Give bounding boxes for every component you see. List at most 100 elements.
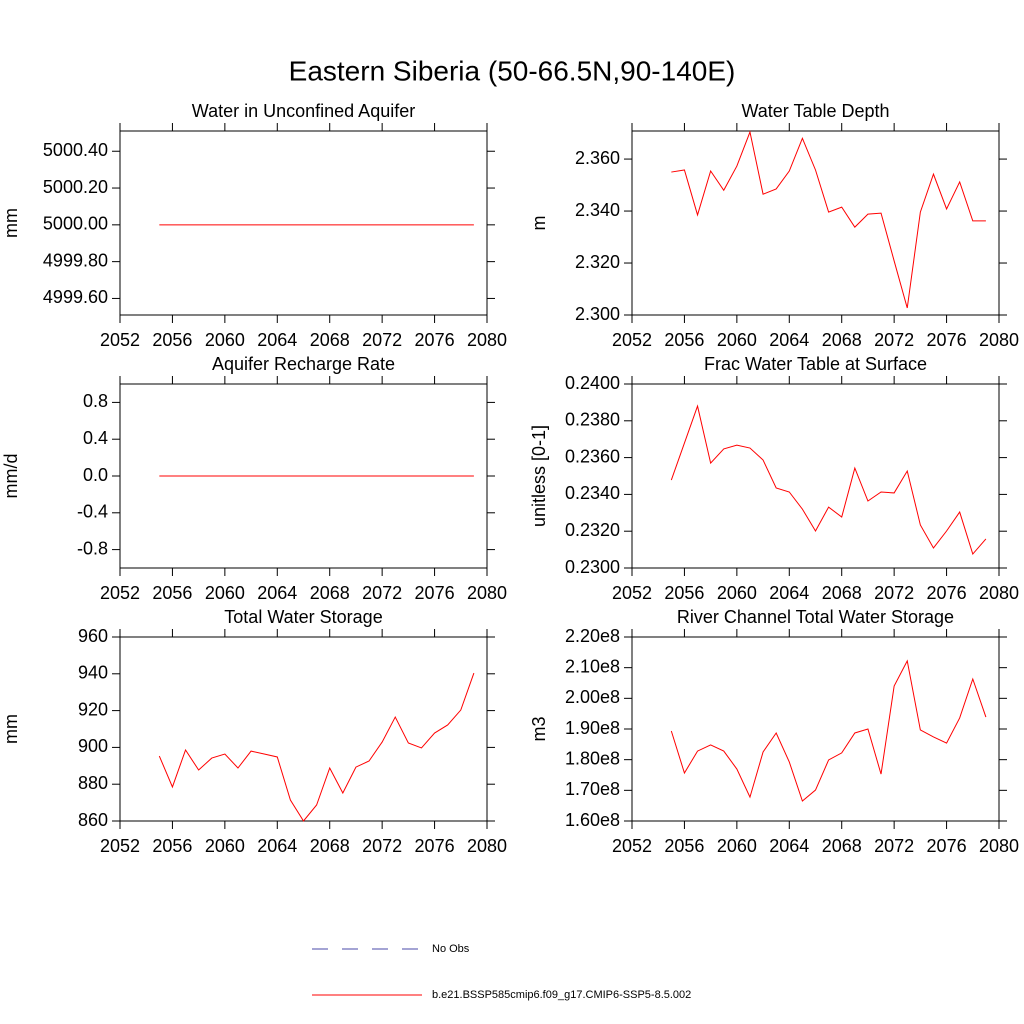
y-tick-label: 2.20e8 — [565, 626, 620, 646]
x-tick-label: 2072 — [362, 583, 402, 603]
y-tick-label: 920 — [78, 699, 108, 719]
x-tick-label: 2056 — [664, 330, 704, 350]
x-tick-label: 2072 — [874, 583, 914, 603]
x-tick-label: 2072 — [874, 836, 914, 856]
x-tick-label: 2080 — [467, 330, 507, 350]
plot-frame — [631, 383, 1000, 569]
y-tick-label: 0.0 — [83, 465, 108, 485]
y-tick-label: 4999.60 — [43, 287, 108, 307]
y-tick-label: 1.80e8 — [565, 748, 620, 768]
data-line — [670, 404, 987, 556]
x-tick-label: 2056 — [152, 583, 192, 603]
x-tick-label: 2076 — [927, 330, 967, 350]
x-tick-label: 2072 — [362, 836, 402, 856]
chart-title: Water in Unconfined Aquifer — [192, 101, 415, 121]
y-tick-label: 2.320 — [575, 252, 620, 272]
x-tick-label: 2056 — [152, 836, 192, 856]
y-tick-label: 940 — [78, 663, 108, 683]
x-tick-label: 2064 — [257, 836, 297, 856]
x-tick-label: 2064 — [257, 583, 297, 603]
x-tick-label: 2076 — [415, 583, 455, 603]
y-axis-label: unitless [0-1] — [529, 425, 549, 527]
y-tick-label: 2.300 — [575, 304, 620, 324]
x-tick-label: 2064 — [257, 330, 297, 350]
x-tick-label: 2080 — [467, 583, 507, 603]
x-tick-label: 2060 — [205, 330, 245, 350]
plot-frame — [119, 636, 488, 822]
x-tick-label: 2076 — [927, 836, 967, 856]
x-tick-label: 2052 — [100, 330, 140, 350]
y-tick-label: 2.00e8 — [565, 687, 620, 707]
x-tick-label: 2060 — [205, 836, 245, 856]
y-tick-label: 880 — [78, 773, 108, 793]
chart-title: Frac Water Table at Surface — [704, 354, 927, 374]
x-tick-label: 2060 — [717, 583, 757, 603]
y-tick-label: 0.2400 — [565, 373, 620, 393]
x-tick-label: 2064 — [769, 836, 809, 856]
x-tick-label: 2072 — [874, 330, 914, 350]
y-tick-label: 0.8 — [83, 391, 108, 411]
x-tick-label: 2068 — [822, 836, 862, 856]
x-tick-label: 2052 — [612, 836, 652, 856]
legend-label: No Obs — [432, 943, 470, 955]
y-tick-label: 5000.40 — [43, 140, 108, 160]
x-tick-label: 2068 — [310, 330, 350, 350]
x-tick-label: 2080 — [979, 330, 1019, 350]
plot-frame — [631, 130, 1000, 316]
x-tick-label: 2076 — [415, 330, 455, 350]
y-tick-label: 2.360 — [575, 148, 620, 168]
x-tick-label: 2072 — [362, 330, 402, 350]
x-tick-label: 2080 — [979, 836, 1019, 856]
x-tick-label: 2052 — [100, 836, 140, 856]
y-tick-label: 0.4 — [83, 428, 108, 448]
y-tick-label: 0.2360 — [565, 446, 620, 466]
legend-label: b.e21.BSSP585cmip6.f09_g17.CMIP6-SSP5-8.… — [432, 989, 691, 1001]
x-tick-label: 2052 — [612, 583, 652, 603]
y-tick-label: 1.60e8 — [565, 810, 620, 830]
y-tick-label: 1.70e8 — [565, 779, 620, 799]
x-tick-label: 2068 — [310, 836, 350, 856]
x-tick-label: 2064 — [769, 583, 809, 603]
y-tick-label: 2.340 — [575, 200, 620, 220]
y-tick-label: 0.2380 — [565, 410, 620, 430]
y-tick-label: 0.2340 — [565, 483, 620, 503]
x-tick-label: 2060 — [205, 583, 245, 603]
plot-frame — [631, 636, 1000, 822]
chart-title: Total Water Storage — [224, 607, 382, 627]
y-tick-label: 0.2320 — [565, 520, 620, 540]
x-tick-label: 2080 — [467, 836, 507, 856]
y-axis-label: mm — [1, 208, 21, 238]
x-tick-label: 2068 — [310, 583, 350, 603]
data-line — [158, 672, 475, 822]
y-tick-label: 5000.00 — [43, 214, 108, 234]
y-axis-label: m3 — [529, 716, 549, 741]
y-tick-label: 860 — [78, 810, 108, 830]
x-tick-label: 2056 — [664, 836, 704, 856]
y-axis-label: mm — [1, 714, 21, 744]
y-tick-label: 1.90e8 — [565, 718, 620, 738]
x-tick-label: 2052 — [612, 330, 652, 350]
y-tick-label: 0.2300 — [565, 557, 620, 577]
plot-frame — [119, 130, 488, 316]
x-tick-label: 2068 — [822, 330, 862, 350]
y-tick-label: 5000.20 — [43, 177, 108, 197]
y-tick-label: 960 — [78, 626, 108, 646]
y-tick-label: 2.10e8 — [565, 656, 620, 676]
data-line — [670, 659, 987, 802]
x-tick-label: 2052 — [100, 583, 140, 603]
x-tick-label: 2080 — [979, 583, 1019, 603]
y-tick-label: 4999.80 — [43, 250, 108, 270]
figure-title: Eastern Siberia (50-66.5N,90-140E) — [289, 55, 736, 86]
y-axis-label: m — [529, 216, 549, 231]
x-tick-label: 2060 — [717, 330, 757, 350]
x-tick-label: 2056 — [664, 583, 704, 603]
y-tick-label: -0.4 — [77, 502, 108, 522]
x-tick-label: 2064 — [769, 330, 809, 350]
y-axis-label: mm/d — [1, 454, 21, 499]
x-tick-label: 2056 — [152, 330, 192, 350]
x-tick-label: 2060 — [717, 836, 757, 856]
y-tick-label: 900 — [78, 736, 108, 756]
x-tick-label: 2076 — [927, 583, 967, 603]
x-tick-label: 2076 — [415, 836, 455, 856]
